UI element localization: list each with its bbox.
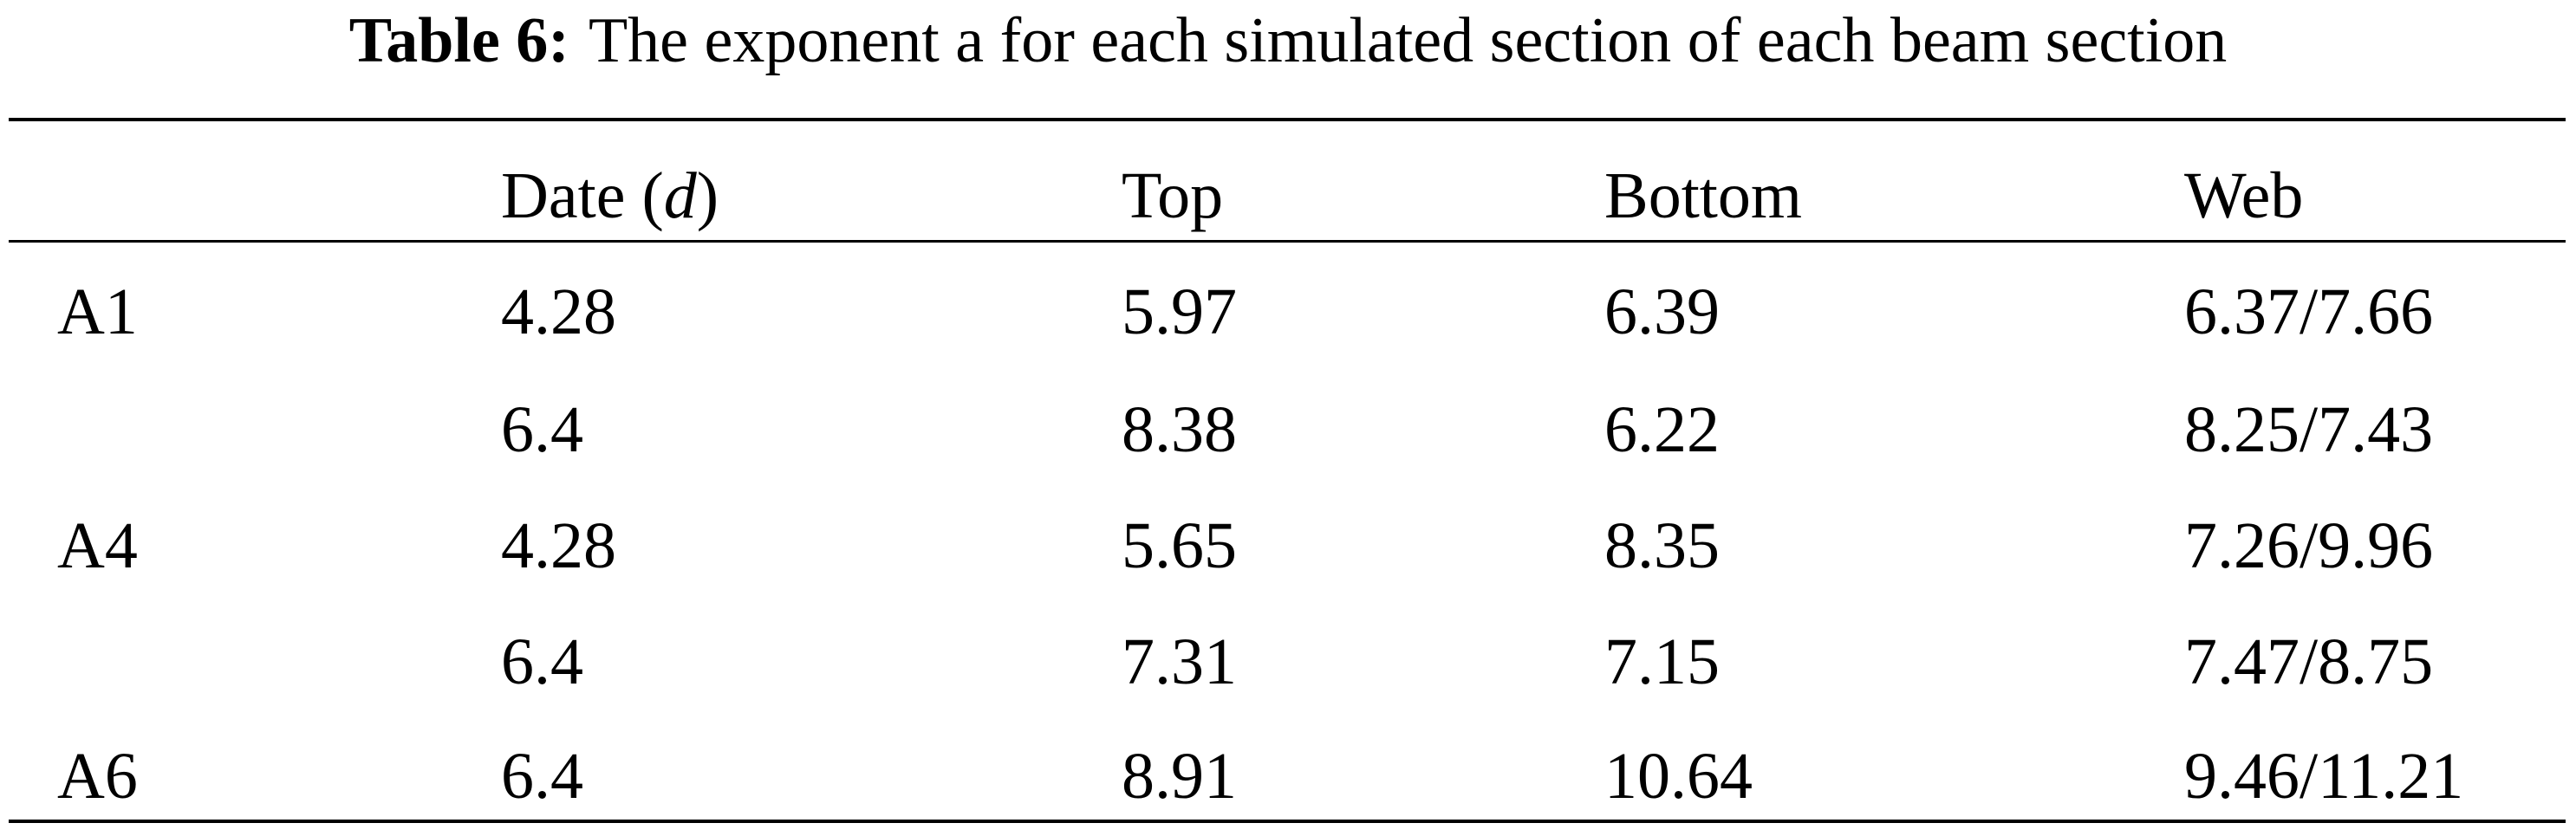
table-cell: 5.97 xyxy=(1122,275,1237,348)
top-rule xyxy=(9,118,2566,121)
table-cell: 6.22 xyxy=(1604,393,1720,466)
header-part: ) xyxy=(696,159,719,232)
table-cell: 6.4 xyxy=(501,625,583,698)
table-cell: 8.38 xyxy=(1122,393,1237,466)
table-caption: Table 6: The exponent a for each simulate… xyxy=(0,3,2576,78)
bottom-rule xyxy=(9,820,2566,823)
header-cell: Bottom xyxy=(1604,159,1803,232)
header-cell: Date (d) xyxy=(501,157,719,235)
table-cell: 7.26/9.96 xyxy=(2184,509,2434,582)
table-cell: 6.39 xyxy=(1604,275,1720,348)
table-cell: 5.65 xyxy=(1122,509,1237,582)
header-rule xyxy=(9,240,2566,243)
header-part: Date ( xyxy=(501,159,664,232)
table-cell: A1 xyxy=(57,275,138,348)
table-cell: 8.25/7.43 xyxy=(2184,393,2434,466)
table-cell: 7.15 xyxy=(1604,625,1720,698)
table-cell: 8.35 xyxy=(1604,509,1720,582)
caption-text: The exponent a for each simulated sectio… xyxy=(588,5,2228,76)
table-cell: A6 xyxy=(57,740,138,813)
table-cell: 10.64 xyxy=(1604,740,1753,813)
table-cell: 7.31 xyxy=(1122,625,1237,698)
table-cell: 4.28 xyxy=(501,275,616,348)
table-cell: 6.4 xyxy=(501,740,583,813)
header-cell: Top xyxy=(1122,159,1224,232)
caption-label: Table 6: xyxy=(348,5,569,76)
header-part: d xyxy=(663,159,697,232)
table-cell: 9.46/11.21 xyxy=(2184,740,2464,813)
table-cell: 6.37/7.66 xyxy=(2184,275,2434,348)
table-cell: 4.28 xyxy=(501,509,616,582)
header-cell: Web xyxy=(2184,159,2304,232)
table-cell: 6.4 xyxy=(501,393,583,466)
table-cell: 8.91 xyxy=(1122,740,1237,813)
table-cell: A4 xyxy=(57,509,138,582)
table-cell: 7.47/8.75 xyxy=(2184,625,2434,698)
